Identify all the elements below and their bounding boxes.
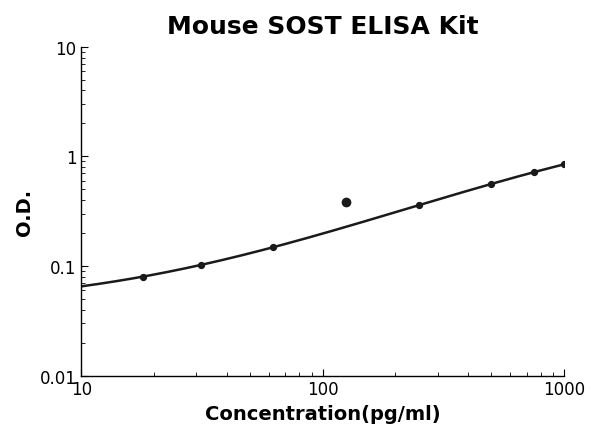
Point: [487, 181, 496, 188]
Point: [559, 162, 569, 169]
Point: [269, 244, 278, 251]
Point: [196, 262, 206, 269]
Y-axis label: O.D.: O.D.: [15, 188, 34, 235]
Point: [414, 202, 424, 209]
Point: [529, 170, 539, 177]
X-axis label: Concentration(pg/ml): Concentration(pg/ml): [205, 404, 440, 423]
Point: [341, 200, 351, 207]
Title: Mouse SOST ELISA Kit: Mouse SOST ELISA Kit: [167, 15, 478, 39]
Point: [138, 273, 148, 280]
